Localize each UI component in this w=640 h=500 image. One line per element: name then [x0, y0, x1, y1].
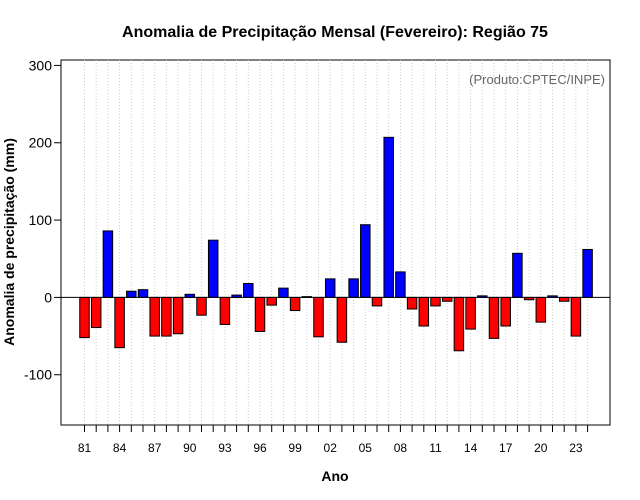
y-tick-label: 0 — [44, 289, 52, 305]
bar-2008 — [395, 271, 406, 298]
bars — [79, 136, 593, 352]
x-tick-label: 93 — [218, 441, 232, 455]
x-tick-label: 90 — [183, 441, 197, 455]
bar-1981 — [79, 296, 90, 339]
x-tick-label: 02 — [324, 441, 338, 455]
bar-1985 — [126, 290, 137, 298]
x-tick-label: 17 — [499, 441, 513, 455]
credit-label: (Produto:CPTEC/INPE) — [469, 72, 605, 87]
bar-2003 — [336, 296, 348, 343]
x-tick-label: 87 — [148, 441, 162, 455]
bar-1983 — [102, 230, 114, 298]
y-axis: -100 0 100 200 300 — [24, 57, 61, 383]
bar-1997 — [266, 296, 277, 306]
bar-2011 — [430, 296, 441, 307]
x-tick-label: 81 — [78, 441, 92, 455]
x-tick-label: 11 — [429, 441, 442, 455]
bar-1995 — [243, 282, 254, 298]
bar-2004 — [348, 278, 359, 298]
y-axis-label: Anomalia de precipitação (mm) — [1, 138, 17, 346]
chart-title: Anomalia de Precipitação Mensal (Feverei… — [122, 24, 548, 41]
x-tick-label: 23 — [569, 441, 583, 455]
y-tick-label: 100 — [29, 212, 53, 228]
y-tick-label: 300 — [29, 57, 53, 73]
bar-1991 — [196, 296, 207, 316]
bar-2024 — [582, 248, 593, 298]
bar-2006 — [371, 296, 383, 307]
bar-2002 — [324, 278, 336, 298]
grid-lines — [84, 60, 589, 425]
x-tick-label: 08 — [394, 441, 408, 455]
bar-1987 — [149, 296, 160, 337]
x-tick-label: 84 — [113, 441, 127, 455]
bar-2014 — [465, 296, 476, 330]
bar-1993 — [219, 296, 231, 325]
bar-1988 — [161, 296, 172, 337]
x-tick-label: 99 — [288, 441, 302, 455]
bar-2007 — [383, 136, 394, 298]
bar-2010 — [418, 296, 430, 327]
bar-2016 — [488, 296, 500, 339]
y-tick-label: 200 — [29, 135, 53, 151]
plot-frame — [60, 59, 611, 426]
bar-2022 — [558, 296, 570, 302]
bar-2020 — [535, 296, 547, 323]
bar-2001 — [313, 296, 324, 338]
x-axis-label: Ano — [321, 468, 348, 484]
bar-2005 — [360, 224, 371, 298]
x-tick-label: 05 — [359, 441, 373, 455]
bar-2017 — [500, 296, 511, 327]
y-tick-label: -100 — [24, 367, 52, 383]
x-tick-label: 20 — [534, 441, 548, 455]
bar-2013 — [453, 296, 465, 352]
x-axis: 81 84 87 90 93 96 99 02 05 08 11 14 17 20 23 — [78, 425, 589, 455]
x-tick-label: 96 — [253, 441, 267, 455]
bar-1989 — [172, 296, 184, 335]
x-tick-label: 14 — [464, 441, 478, 455]
bar-2018 — [512, 252, 523, 298]
bar-1996 — [254, 296, 266, 332]
bar-1986 — [137, 289, 149, 298]
bar-1998 — [278, 287, 289, 298]
bar-1984 — [114, 296, 125, 349]
bar-1982 — [90, 296, 102, 329]
bar-2023 — [570, 296, 582, 337]
bar-1992 — [207, 239, 219, 298]
bar-1999 — [289, 296, 301, 312]
bar-2012 — [441, 296, 453, 302]
bar-2009 — [406, 296, 418, 310]
